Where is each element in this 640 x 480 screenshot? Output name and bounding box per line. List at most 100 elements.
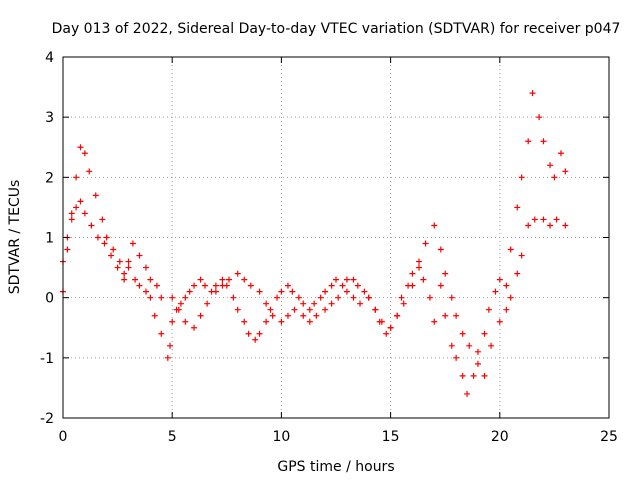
- data-point: [409, 270, 416, 277]
- data-point: [328, 282, 335, 289]
- data-point: [503, 306, 510, 313]
- data-point: [219, 276, 226, 283]
- data-point: [247, 282, 254, 289]
- data-point: [68, 216, 75, 223]
- data-point: [562, 168, 569, 175]
- data-point: [459, 330, 466, 337]
- data-point: [306, 318, 313, 325]
- data-point: [103, 234, 110, 241]
- data-point: [409, 282, 416, 289]
- data-point: [114, 264, 121, 271]
- data-point: [474, 348, 481, 355]
- data-point: [147, 294, 154, 301]
- data-point: [422, 240, 429, 247]
- x-tick-label: 15: [382, 429, 400, 445]
- series-points: [60, 90, 569, 397]
- data-point: [142, 264, 149, 271]
- data-point: [378, 318, 385, 325]
- data-point: [525, 222, 532, 229]
- data-point: [518, 252, 525, 259]
- data-point: [186, 288, 193, 295]
- data-point: [394, 312, 401, 319]
- data-point: [241, 318, 248, 325]
- data-point: [453, 354, 460, 361]
- data-point: [234, 306, 241, 313]
- data-point: [101, 240, 108, 247]
- data-point: [536, 114, 543, 121]
- data-point: [274, 294, 281, 301]
- data-point: [529, 90, 536, 97]
- data-point: [125, 264, 132, 271]
- data-point: [295, 294, 302, 301]
- data-point: [77, 144, 84, 151]
- data-point: [291, 306, 298, 313]
- y-tick-label: 1: [45, 231, 54, 247]
- data-point: [426, 294, 433, 301]
- data-point: [470, 372, 477, 379]
- data-point: [182, 294, 189, 301]
- data-point: [415, 264, 422, 271]
- data-point: [365, 294, 372, 301]
- data-point: [94, 234, 101, 241]
- data-point: [125, 258, 132, 265]
- data-point: [116, 258, 123, 265]
- data-point: [269, 312, 276, 319]
- data-point: [245, 330, 252, 337]
- data-point: [129, 240, 136, 247]
- data-point: [343, 276, 350, 283]
- x-tick-label: 25: [600, 429, 618, 445]
- x-tick-label: 20: [491, 429, 509, 445]
- data-point: [496, 318, 503, 325]
- data-point: [453, 312, 460, 319]
- data-point: [151, 312, 158, 319]
- data-point: [284, 312, 291, 319]
- data-point: [212, 282, 219, 289]
- data-point: [322, 306, 329, 313]
- data-point: [503, 282, 510, 289]
- data-point: [177, 300, 184, 307]
- data-point: [191, 282, 198, 289]
- data-point: [350, 294, 357, 301]
- data-point: [547, 162, 554, 169]
- data-point: [448, 294, 455, 301]
- x-tick-label: 0: [59, 429, 68, 445]
- data-point: [437, 282, 444, 289]
- grid-lines: [63, 57, 609, 418]
- data-point: [448, 342, 455, 349]
- data-point: [68, 210, 75, 217]
- data-point: [147, 276, 154, 283]
- data-point: [153, 282, 160, 289]
- data-point: [400, 300, 407, 307]
- data-point: [219, 282, 226, 289]
- y-tick-label: -2: [40, 411, 54, 427]
- data-point: [234, 270, 241, 277]
- data-point: [496, 276, 503, 283]
- data-point: [169, 318, 176, 325]
- data-point: [464, 390, 471, 397]
- data-point: [284, 282, 291, 289]
- data-point: [256, 288, 263, 295]
- x-axis-label: GPS time / hours: [277, 459, 394, 475]
- data-point: [507, 294, 514, 301]
- data-point: [322, 288, 329, 295]
- data-point: [350, 276, 357, 283]
- data-point: [136, 252, 143, 259]
- data-point: [313, 312, 320, 319]
- data-point: [547, 222, 554, 229]
- data-point: [300, 312, 307, 319]
- data-point: [557, 150, 564, 157]
- data-point: [256, 330, 263, 337]
- data-point: [437, 246, 444, 253]
- y-axis-label: SDTVAR / TECUs: [7, 180, 23, 295]
- data-point: [372, 306, 379, 313]
- data-point: [514, 270, 521, 277]
- data-point: [81, 210, 88, 217]
- data-point: [73, 204, 80, 211]
- data-point: [540, 138, 547, 145]
- data-point: [77, 198, 84, 205]
- data-point: [121, 270, 128, 277]
- data-point: [518, 174, 525, 181]
- data-point: [562, 222, 569, 229]
- data-point: [121, 276, 128, 283]
